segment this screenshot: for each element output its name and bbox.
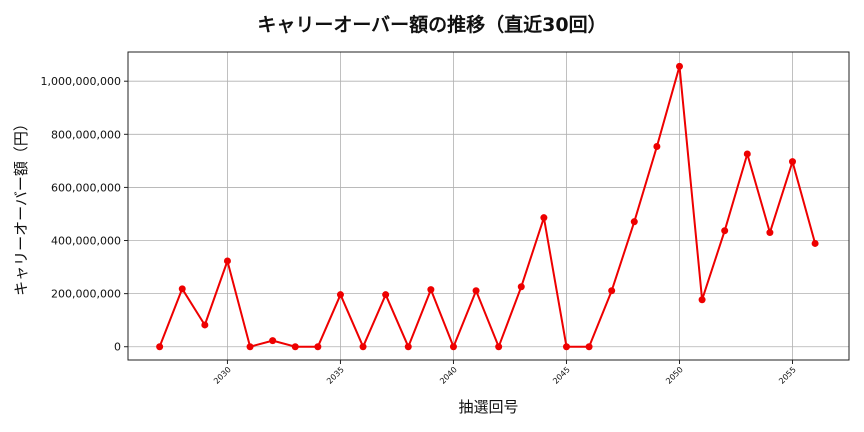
x-tick-label: 2050 (664, 365, 685, 386)
grid-lines (128, 52, 849, 360)
data-point (517, 283, 525, 291)
data-point (359, 343, 367, 351)
data-point (675, 62, 683, 70)
series-layer (156, 62, 819, 351)
x-tick-label: 2045 (551, 365, 572, 386)
x-tick-label: 2055 (777, 365, 798, 386)
y-tick-label: 600,000,000 (51, 181, 121, 194)
data-point (630, 218, 638, 226)
data-point (427, 286, 435, 294)
data-point (540, 214, 548, 222)
data-point (721, 227, 729, 235)
data-point (449, 343, 457, 351)
data-point (562, 343, 570, 351)
y-axis-title: キャリーオーバー額（円） (12, 116, 30, 296)
y-tick-label: 200,000,000 (51, 288, 121, 301)
x-axis-title: 抽選回号 (458, 398, 518, 416)
data-point (223, 257, 231, 265)
data-point (156, 343, 164, 351)
data-point (382, 291, 390, 299)
data-point (291, 343, 299, 351)
data-point (608, 287, 616, 295)
x-tick-label: 2030 (212, 365, 233, 386)
series-line (158, 65, 817, 348)
data-point (698, 296, 706, 304)
data-point (201, 321, 209, 329)
data-point (653, 143, 661, 151)
data-point (178, 285, 186, 293)
axes: 2030 2035 2040 2045 2050 2055 0 200,000,000 400,… (41, 75, 798, 386)
data-point (314, 343, 322, 351)
data-point (336, 291, 344, 299)
data-point (495, 343, 503, 351)
data-point (472, 287, 480, 295)
data-point (404, 343, 412, 351)
data-point (269, 337, 277, 345)
chart-title: キャリーオーバー額の推移（直近30回） (257, 14, 607, 36)
data-point (585, 343, 593, 351)
data-point (788, 158, 796, 166)
y-tick-label: 0 (114, 341, 121, 354)
data-point (766, 229, 774, 237)
x-tick-label: 2035 (325, 365, 346, 386)
y-tick-label: 1,000,000,000 (41, 75, 121, 88)
plot-area (127, 51, 850, 361)
data-point (246, 343, 254, 351)
data-point (811, 239, 819, 247)
x-tick-label: 2040 (438, 365, 459, 386)
data-point (743, 150, 751, 158)
y-tick-label: 400,000,000 (51, 235, 121, 248)
y-tick-label: 800,000,000 (51, 128, 121, 141)
